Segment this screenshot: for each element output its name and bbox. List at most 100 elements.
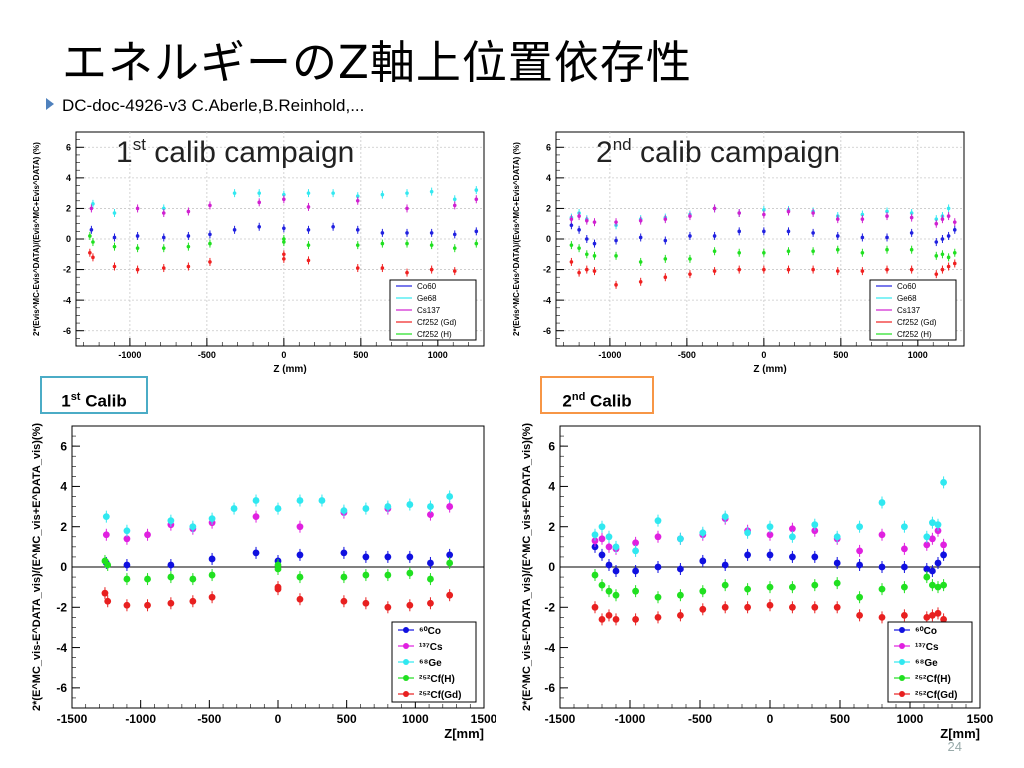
data-point bbox=[135, 246, 140, 250]
data-point bbox=[952, 250, 957, 255]
data-point bbox=[282, 257, 286, 261]
data-point bbox=[677, 565, 684, 573]
x-tick-label: -1000 bbox=[118, 350, 141, 360]
data-point bbox=[934, 527, 942, 535]
data-point bbox=[856, 523, 863, 531]
data-point bbox=[654, 593, 662, 601]
y-axis-label: 2*(Evis^MC-Evis^DATA)/(Evis^MC+Evis^DATA… bbox=[32, 142, 41, 336]
legend-marker bbox=[899, 627, 905, 633]
y-axis-label: 2*(E^MC_vis-E^DATA_vis)/(E^MC_vis+E^DATA… bbox=[521, 423, 533, 711]
y-tick-label: 6 bbox=[66, 142, 71, 152]
data-point bbox=[699, 587, 707, 595]
data-point bbox=[208, 555, 216, 563]
y-tick-label: 4 bbox=[60, 480, 67, 494]
x-tick-label: 0 bbox=[761, 350, 766, 360]
data-point bbox=[699, 529, 707, 537]
data-point bbox=[940, 237, 945, 241]
data-point bbox=[654, 533, 662, 541]
data-point bbox=[102, 513, 110, 521]
y-tick-label: -6 bbox=[63, 326, 71, 336]
data-point bbox=[737, 250, 742, 255]
data-point bbox=[161, 246, 166, 250]
legend-label: Cf252 (Gd) bbox=[897, 318, 937, 327]
data-point bbox=[811, 267, 815, 272]
x-tick-label: 1500 bbox=[967, 712, 994, 726]
data-point bbox=[135, 206, 140, 211]
data-point bbox=[340, 573, 348, 581]
data-point bbox=[940, 541, 947, 549]
data-point bbox=[940, 252, 945, 257]
data-point bbox=[909, 267, 914, 272]
data-point bbox=[923, 565, 931, 573]
data-point bbox=[340, 507, 348, 514]
data-point bbox=[737, 211, 742, 215]
data-point bbox=[901, 523, 908, 531]
chart-svg: -6 -4 -2 0 2 4 6 -1000 -500 0 500 1000 Z (mm) 2*(Evis… bbox=[32, 131, 485, 375]
tag-2nd-calib: 2nd Calib bbox=[540, 376, 654, 414]
data-point bbox=[952, 220, 957, 224]
legend-label: Ge68 bbox=[897, 294, 917, 303]
chart-heading: 2nd calib campaign bbox=[596, 135, 840, 169]
legend-marker bbox=[403, 691, 409, 697]
data-point bbox=[901, 545, 908, 553]
legend-label: ¹³⁷Cs bbox=[915, 642, 939, 653]
x-tick-label: -500 bbox=[678, 350, 696, 360]
data-point bbox=[577, 214, 581, 218]
y-axis-label: 2*(E^MC_vis-E^DATA_vis)/(E^MC_vis+E^DATA… bbox=[31, 423, 43, 711]
data-point bbox=[380, 192, 385, 197]
data-point bbox=[135, 234, 140, 238]
data-point bbox=[189, 597, 197, 605]
data-point bbox=[934, 559, 942, 567]
x-tick-label: -1500 bbox=[57, 712, 88, 726]
data-point bbox=[663, 238, 668, 243]
data-point bbox=[591, 603, 599, 611]
data-point bbox=[306, 258, 311, 263]
data-point bbox=[811, 231, 815, 235]
data-point bbox=[584, 252, 589, 257]
data-point bbox=[167, 561, 175, 569]
data-point bbox=[929, 581, 936, 589]
data-point bbox=[257, 224, 262, 229]
data-point bbox=[833, 559, 841, 567]
data-point bbox=[835, 234, 840, 238]
x-tick-label: -1000 bbox=[125, 712, 156, 726]
legend-marker bbox=[899, 691, 905, 697]
y-tick-label: -6 bbox=[544, 681, 555, 695]
data-point bbox=[123, 561, 131, 569]
data-point bbox=[91, 255, 95, 260]
data-point bbox=[789, 533, 796, 541]
data-point bbox=[811, 553, 819, 561]
data-point bbox=[940, 615, 947, 623]
y-tick-label: -4 bbox=[543, 295, 551, 305]
data-point bbox=[252, 513, 260, 521]
data-point bbox=[88, 250, 92, 255]
tag-1st-calib: 1st Calib bbox=[40, 376, 148, 414]
data-point bbox=[569, 217, 574, 221]
data-point bbox=[584, 267, 589, 272]
x-tick-label: 500 bbox=[830, 712, 850, 726]
data-point bbox=[934, 272, 939, 276]
data-point bbox=[946, 264, 951, 269]
data-point bbox=[577, 246, 581, 250]
x-tick-label: -500 bbox=[197, 712, 221, 726]
data-point bbox=[856, 593, 863, 601]
data-point bbox=[189, 523, 197, 531]
x-tick-label: 500 bbox=[353, 350, 368, 360]
data-point bbox=[789, 525, 796, 533]
legend: Co60 Ge68 Cs137 Cf252 (Gd) Cf252 (H) bbox=[389, 279, 477, 341]
data-point bbox=[362, 599, 370, 607]
data-point bbox=[452, 269, 457, 273]
data-point bbox=[282, 240, 286, 244]
data-point bbox=[427, 599, 434, 607]
data-point bbox=[427, 511, 434, 519]
slide-title: エネルギーのZ軸上位置依存性 bbox=[62, 36, 692, 89]
legend-marker bbox=[899, 643, 905, 649]
data-point bbox=[429, 231, 434, 235]
data-point bbox=[161, 211, 166, 215]
data-point bbox=[856, 547, 863, 555]
data-point bbox=[632, 539, 639, 547]
data-point bbox=[934, 583, 942, 591]
data-point bbox=[577, 270, 581, 275]
data-point bbox=[909, 211, 914, 215]
data-point bbox=[762, 229, 766, 234]
